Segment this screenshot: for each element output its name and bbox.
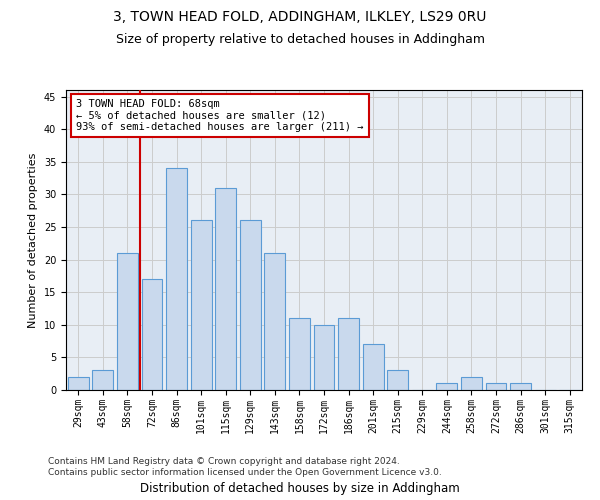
Y-axis label: Number of detached properties: Number of detached properties	[28, 152, 38, 328]
Text: 3, TOWN HEAD FOLD, ADDINGHAM, ILKLEY, LS29 0RU: 3, TOWN HEAD FOLD, ADDINGHAM, ILKLEY, LS…	[113, 10, 487, 24]
Bar	[265, 253, 286, 390]
Bar	[510, 384, 531, 390]
Bar	[142, 279, 163, 390]
Bar	[436, 384, 457, 390]
Bar	[338, 318, 359, 390]
Text: Size of property relative to detached houses in Addingham: Size of property relative to detached ho…	[115, 32, 485, 46]
Bar	[166, 168, 187, 390]
Bar	[485, 384, 506, 390]
Bar	[461, 377, 482, 390]
Bar	[240, 220, 261, 390]
Bar	[92, 370, 113, 390]
Bar	[387, 370, 408, 390]
Bar	[362, 344, 383, 390]
Text: 3 TOWN HEAD FOLD: 68sqm
← 5% of detached houses are smaller (12)
93% of semi-det: 3 TOWN HEAD FOLD: 68sqm ← 5% of detached…	[76, 99, 364, 132]
Bar	[68, 377, 89, 390]
Bar	[215, 188, 236, 390]
Text: Distribution of detached houses by size in Addingham: Distribution of detached houses by size …	[140, 482, 460, 495]
Bar	[191, 220, 212, 390]
Bar	[289, 318, 310, 390]
Bar	[314, 325, 334, 390]
Text: Contains HM Land Registry data © Crown copyright and database right 2024.
Contai: Contains HM Land Registry data © Crown c…	[48, 458, 442, 477]
Bar	[117, 253, 138, 390]
